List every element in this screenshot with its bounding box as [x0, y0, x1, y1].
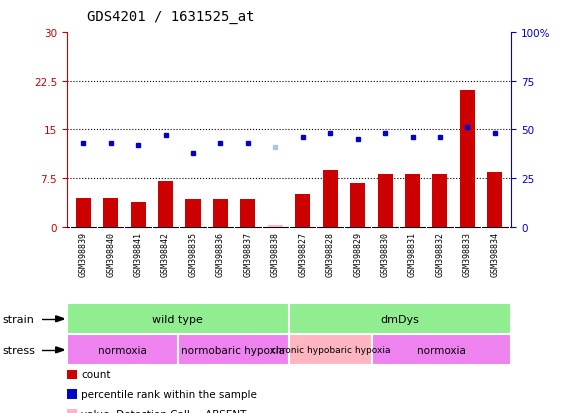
Text: GSM398842: GSM398842 [161, 231, 170, 276]
Text: GSM398833: GSM398833 [463, 231, 472, 276]
Polygon shape [56, 316, 64, 322]
Text: GSM398837: GSM398837 [243, 231, 252, 276]
Text: GSM398839: GSM398839 [79, 231, 88, 276]
Bar [158, 182, 173, 227]
Text: dmDys: dmDys [381, 314, 419, 324]
Text: GSM398835: GSM398835 [188, 231, 198, 276]
Text: normoxia: normoxia [417, 345, 467, 355]
Text: wild type: wild type [152, 314, 203, 324]
Bar [289, 304, 511, 335]
Bar [76, 198, 91, 227]
Bar [131, 202, 146, 227]
Text: GDS4201 / 1631525_at: GDS4201 / 1631525_at [87, 10, 254, 24]
Text: GSM398830: GSM398830 [381, 231, 390, 276]
Text: normobaric hypoxia: normobaric hypoxia [181, 345, 285, 355]
Bar [178, 335, 289, 366]
Text: GSM398841: GSM398841 [134, 231, 143, 276]
Bar [289, 335, 372, 366]
Text: strain: strain [3, 314, 35, 324]
Text: GSM398827: GSM398827 [298, 231, 307, 276]
Bar [295, 195, 310, 227]
Polygon shape [56, 347, 64, 353]
Bar [372, 335, 511, 366]
Text: normoxia: normoxia [98, 345, 147, 355]
Bar [241, 200, 256, 227]
Text: GSM398834: GSM398834 [490, 231, 499, 276]
Bar [460, 91, 475, 227]
Text: GSM398829: GSM398829 [353, 231, 362, 276]
Bar [350, 183, 365, 227]
Bar [103, 198, 119, 227]
Text: GSM398828: GSM398828 [326, 231, 335, 276]
Bar [185, 200, 200, 227]
Text: GSM398832: GSM398832 [435, 231, 444, 276]
Text: stress: stress [3, 345, 36, 355]
Text: chronic hypobaric hypoxia: chronic hypobaric hypoxia [271, 346, 390, 354]
Bar [378, 174, 393, 227]
Bar [322, 170, 338, 227]
Text: GSM398840: GSM398840 [106, 231, 115, 276]
Text: GSM398831: GSM398831 [408, 231, 417, 276]
Text: value, Detection Call = ABSENT: value, Detection Call = ABSENT [81, 409, 247, 413]
Bar [213, 200, 228, 227]
Text: GSM398836: GSM398836 [216, 231, 225, 276]
Bar [405, 174, 420, 227]
Text: count: count [81, 370, 111, 380]
Bar [268, 225, 283, 227]
Bar [67, 304, 289, 335]
Bar [432, 174, 447, 227]
Bar [487, 172, 503, 227]
Text: percentile rank within the sample: percentile rank within the sample [81, 389, 257, 399]
Bar [67, 335, 178, 366]
Text: GSM398838: GSM398838 [271, 231, 280, 276]
